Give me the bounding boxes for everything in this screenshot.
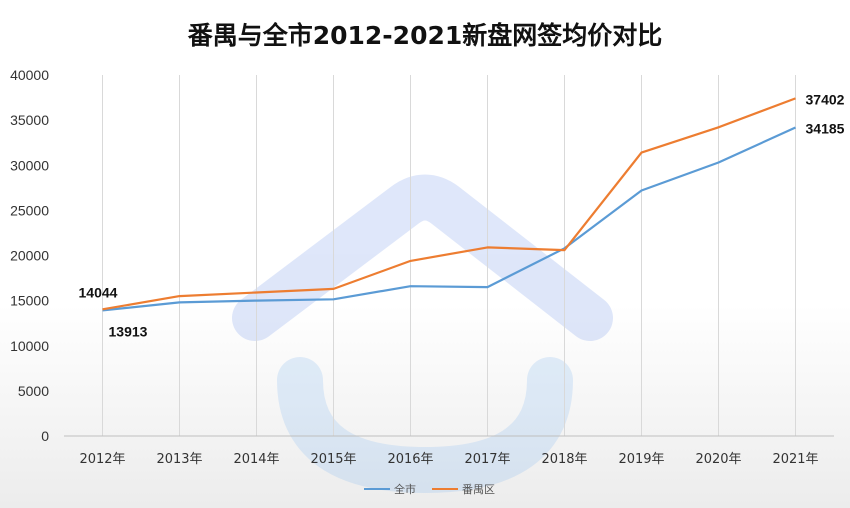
x-tick-label: 2016年 xyxy=(387,452,433,467)
y-tick-label: 5000 xyxy=(18,383,49,399)
x-tick-label: 2018年 xyxy=(541,452,587,467)
x-tick-label: 2014年 xyxy=(233,452,279,467)
y-tick-label: 40000 xyxy=(10,67,49,83)
series-lines xyxy=(102,97,796,312)
data-label: 13913 xyxy=(109,323,148,339)
axes: 0 5000 10000 15000 20000 25000 30000 35000 40000… xyxy=(10,67,834,467)
y-tick-label: 10000 xyxy=(10,338,49,354)
x-tick-label: 2015年 xyxy=(310,452,356,467)
x-tick-label: 2019年 xyxy=(618,452,664,467)
data-labels: 14044 13913 37402 34185 xyxy=(79,91,845,339)
watermark-logo xyxy=(232,174,613,494)
x-tick-label: 2013年 xyxy=(156,452,202,467)
data-label: 34185 xyxy=(806,120,845,136)
x-tick-label: 2020年 xyxy=(695,452,741,467)
legend-label: 全市 xyxy=(394,482,416,496)
chart-title: 番禺与全市2012-2021新盘网签均价对比 xyxy=(187,21,663,50)
gridlines xyxy=(102,75,796,436)
y-tick-label: 25000 xyxy=(10,202,49,218)
series-line xyxy=(102,97,796,311)
y-tick-label: 15000 xyxy=(10,293,49,309)
y-tick-label: 20000 xyxy=(10,248,49,264)
series-line xyxy=(102,126,796,312)
y-tick-label: 30000 xyxy=(10,157,49,173)
x-tick-label: 2012年 xyxy=(79,452,125,467)
x-tick-label: 2017年 xyxy=(464,452,510,467)
x-tick-label: 2021年 xyxy=(772,452,818,467)
legend: 全市 番禺区 xyxy=(364,482,495,496)
legend-label: 番禺区 xyxy=(462,483,495,496)
y-tick-label: 0 xyxy=(41,428,49,444)
data-label: 14044 xyxy=(79,284,118,300)
data-label: 37402 xyxy=(806,91,845,107)
y-tick-label: 35000 xyxy=(10,112,49,128)
